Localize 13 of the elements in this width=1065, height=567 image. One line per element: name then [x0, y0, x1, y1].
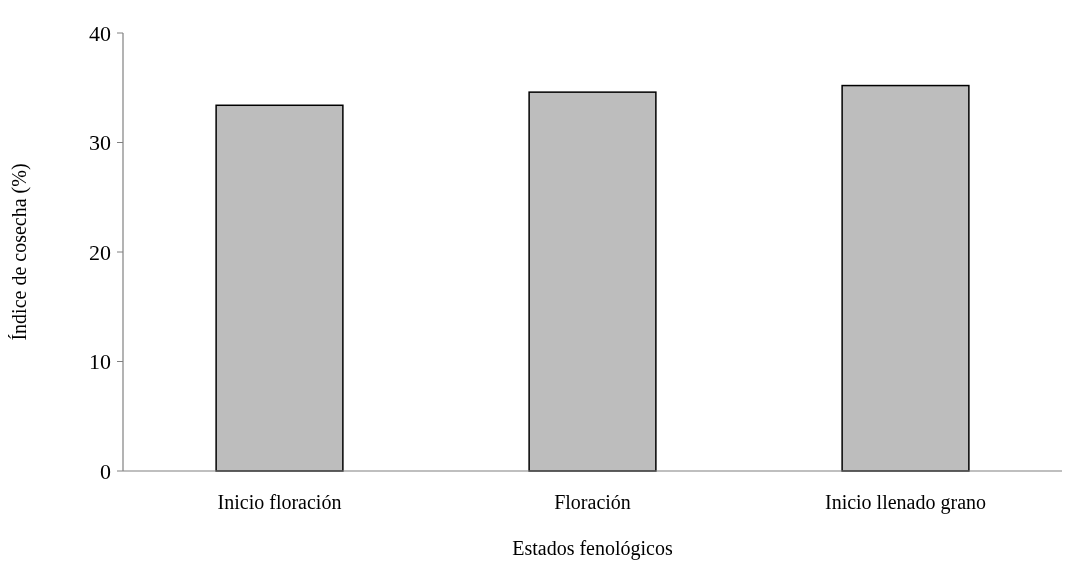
bar	[215, 104, 344, 472]
y-tick-label: 0	[100, 458, 111, 484]
y-tick-label: 30	[89, 130, 111, 156]
x-tick-label: Inicio floración	[217, 491, 342, 513]
x-tick-label: Floración	[554, 491, 631, 513]
y-tick-label: 10	[89, 349, 111, 375]
y-tick-label: 40	[89, 20, 111, 46]
x-axis-title: Estados fenológicos	[512, 537, 673, 560]
bar	[841, 84, 970, 472]
x-tick-label: Inicio llenado grano	[824, 491, 987, 514]
y-tick-label: 20	[89, 239, 111, 265]
y-axis-title: Índice de cosecha (%)	[8, 163, 31, 341]
bar	[528, 91, 657, 472]
